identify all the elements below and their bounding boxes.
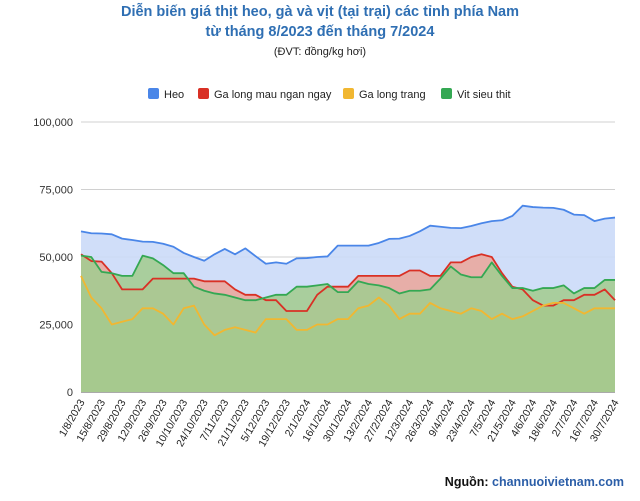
y-tick-label: 100,000 [33,117,73,129]
area-3 [81,255,615,392]
series-line-0 [80,204,616,265]
legend-label-vit-sieu-thit: Vit sieu thit [457,89,511,101]
legend-item-ga-long-mau: Ga long mau ngan ngay [198,88,331,101]
series-line-3 [80,254,615,302]
source-label: Nguồn: [444,475,493,489]
legend-swatch-ga-long-mau [198,88,209,99]
legend-swatch-vit-sieu-thit [441,88,452,99]
y-tick-label: 50,000 [39,252,73,264]
series-line-2 [80,275,615,337]
x-axis-ticks: 1/8/202315/8/202329/8/202312/9/202326/9/… [57,397,622,449]
legend-label-heo: Heo [164,89,185,101]
chart-title: Diễn biến giá thịt heo, gà và vịt (tại t… [120,4,519,20]
y-tick-label: 25,000 [39,320,73,332]
legend-label-ga-long-mau: Ga long mau ngan ngay [214,89,332,101]
chart-legend: Heo Ga long mau ngan ngay Ga long trang … [0,88,640,104]
legend-item-heo: Heo [148,88,184,101]
y-tick-label: 75,000 [39,185,73,197]
series-areas [81,205,615,392]
legend-item-ga-long-trang: Ga long trang [343,88,426,101]
legend-item-vit-sieu-thit: Vit sieu thit [441,88,511,101]
legend-swatch-heo [148,88,159,99]
source-site: channuoivietnam.com [492,475,624,489]
legend-label-ga-long-trang: Ga long trang [359,89,426,101]
legend-swatch-ga-long-trang [343,88,354,99]
series-line-1 [80,253,616,312]
unit-note: (ĐVT: đồng/kg hơi) [273,46,367,58]
chart-subtitle: từ tháng 8/2023 đến tháng 7/2024 [205,24,435,40]
source-note: Nguồn: channuoivietnam.com [445,475,624,489]
y-axis-ticks: 100,000 75,000 50,000 25,000 0 [33,117,73,399]
series-lines [80,204,616,337]
y-tick-label: 0 [67,387,73,399]
